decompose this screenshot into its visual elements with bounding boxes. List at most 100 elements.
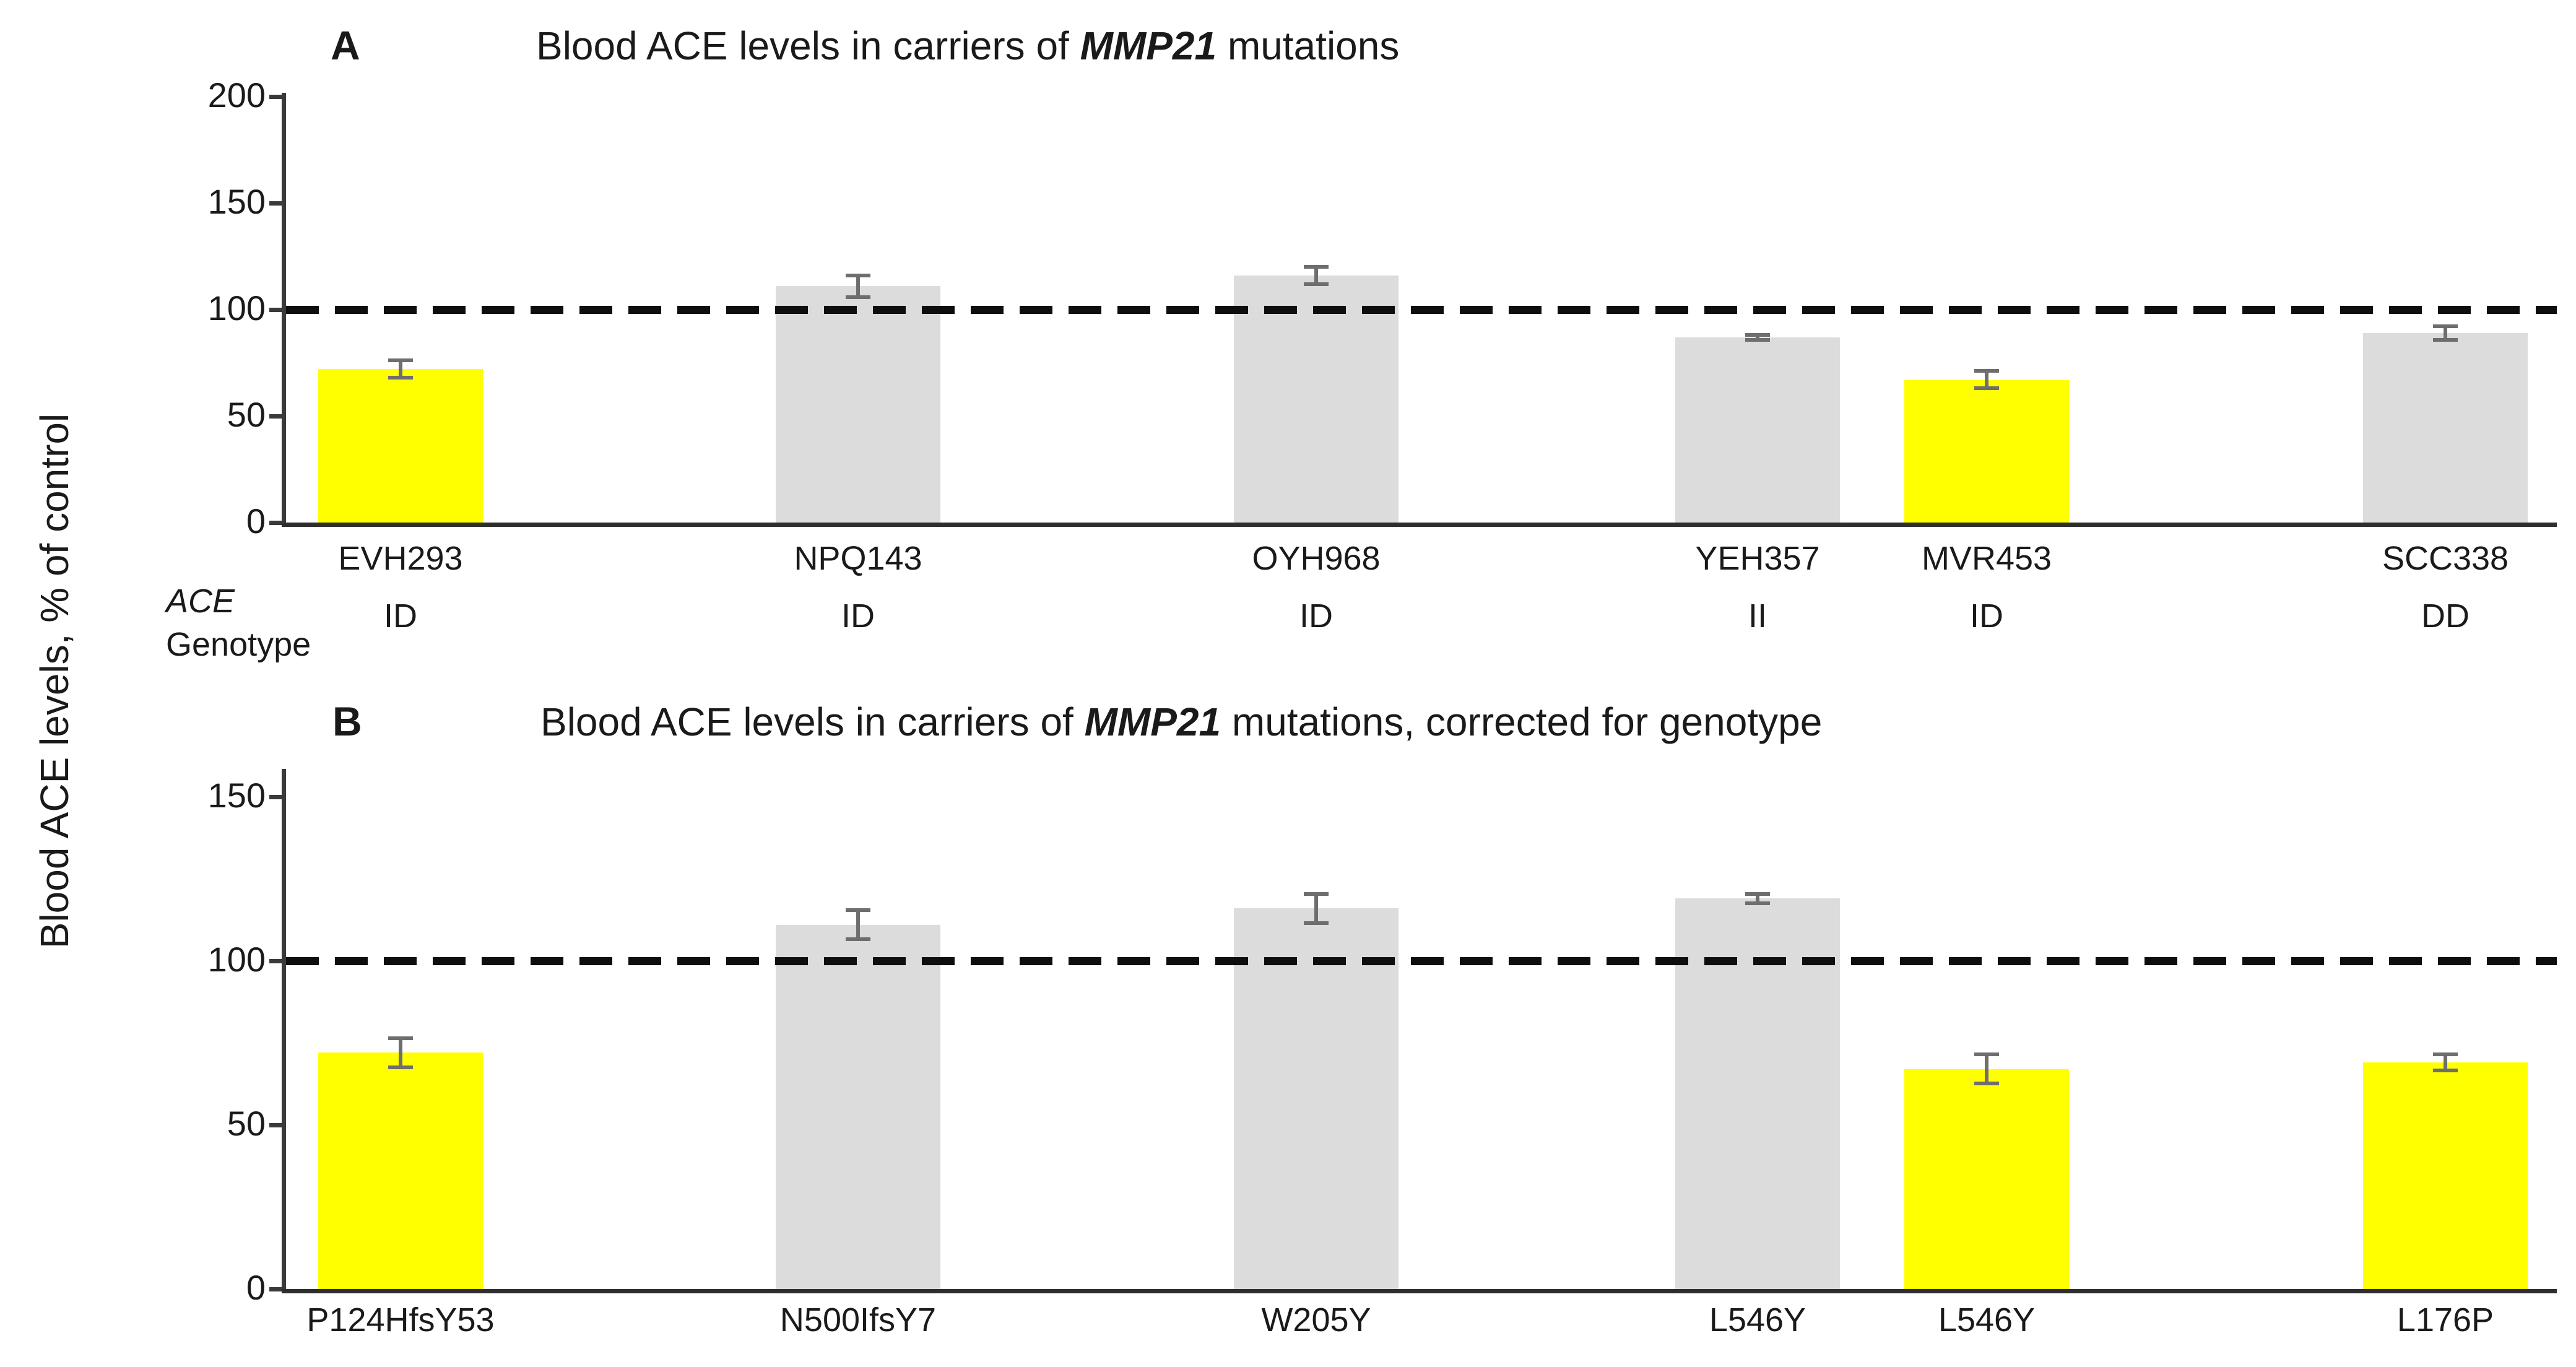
category-label: OYH968 (1252, 540, 1381, 577)
y-tick (269, 308, 282, 312)
error-bar (1745, 333, 1770, 342)
y-tick-label: 0 (246, 501, 266, 540)
error-bar-line (1756, 892, 1759, 905)
error-bar-cap (846, 937, 870, 941)
error-bar-cap (846, 908, 870, 912)
error-bar-cap (388, 1065, 413, 1069)
y-tick (269, 795, 282, 799)
y-tick (269, 95, 282, 99)
error-bar-cap (1304, 892, 1329, 896)
ace-genotype-header-line1: ACE (166, 583, 235, 620)
error-bar-cap (1745, 892, 1770, 896)
panel-B-reference-line (286, 957, 2557, 965)
error-bar (2433, 324, 2458, 342)
error-bar-line (2444, 1052, 2447, 1072)
bar-YEH357 (1675, 337, 1840, 523)
gene-name: MMP21 (1080, 24, 1217, 68)
error-bar-cap (1304, 282, 1329, 286)
error-bar (1974, 1052, 1999, 1085)
panel-a-title: Blood ACE levels in carriers of MMP21 mu… (536, 26, 1399, 66)
y-tick (269, 414, 282, 419)
bar-L546Y (1904, 1069, 2069, 1289)
y-tick-label: 0 (246, 1268, 266, 1307)
y-tick-label: 100 (207, 289, 266, 328)
error-bar-cap (846, 295, 870, 299)
error-bar-cap (1304, 921, 1329, 925)
y-tick (269, 1287, 282, 1291)
panel-a-label: A (331, 22, 360, 68)
error-bar-cap (1974, 1082, 1999, 1085)
panel-a-title-suffix: mutations (1216, 24, 1400, 68)
category-label: EVH293 (338, 540, 463, 577)
gene-name: MMP21 (1084, 700, 1221, 744)
bar-EVH293 (318, 369, 483, 523)
genotype-value: DD (2421, 597, 2470, 635)
y-tick-label: 100 (207, 940, 266, 979)
error-bar-cap (388, 376, 413, 380)
y-tick-label: 50 (227, 1104, 266, 1143)
error-bar-line (399, 1036, 402, 1069)
category-label: P124HfsY53 (306, 1301, 495, 1339)
category-label: NPQ143 (794, 540, 922, 577)
y-tick (269, 1123, 282, 1127)
error-bar (1304, 265, 1329, 286)
error-bar-line (1756, 333, 1759, 342)
error-bar (1304, 892, 1329, 925)
error-bar-cap (2433, 1069, 2458, 1072)
bar-W205Y (1234, 908, 1399, 1289)
error-bar-cap (388, 1036, 413, 1040)
panel-b-label: B (332, 698, 362, 744)
bar-NPQ143 (776, 286, 940, 523)
error-bar-cap (1974, 386, 1999, 390)
category-label: L176P (2396, 1301, 2494, 1339)
category-label: L546Y (1938, 1301, 2036, 1339)
error-bar-line (856, 274, 860, 299)
error-bar (2433, 1052, 2458, 1072)
ace-genotype-header-line2: Genotype (166, 626, 311, 663)
genotype-value: ID (1970, 597, 2003, 635)
ace-genotype-header: ACE Genotype (166, 579, 311, 666)
bar-MVR453 (1904, 380, 2069, 523)
error-bar-cap (1974, 369, 1999, 373)
error-bar-line (2444, 324, 2447, 342)
y-axis-title: Blood ACE levels, % of control (32, 413, 77, 949)
category-label: L546Y (1709, 1301, 1806, 1339)
error-bar-line (1985, 369, 1988, 390)
panel-b-title: Blood ACE levels in carriers of MMP21 mu… (540, 702, 1822, 742)
panel-b-title-prefix: Blood ACE levels in carriers of (540, 700, 1085, 744)
error-bar (388, 358, 413, 380)
error-bar-cap (1304, 265, 1329, 269)
error-bar-cap (2433, 1052, 2458, 1056)
bar-L176P (2363, 1062, 2528, 1289)
error-bar-cap (1745, 901, 1770, 905)
error-bar-line (399, 358, 402, 380)
y-tick-label: 200 (207, 76, 266, 115)
error-bar (846, 908, 870, 941)
panel-A-x-axis-line (282, 523, 2557, 527)
error-bar (1745, 892, 1770, 905)
error-bar-cap (2433, 338, 2458, 342)
error-bar-line (1985, 1052, 1988, 1085)
panel-B-y-axis-line (282, 769, 286, 1293)
category-label: YEH357 (1695, 540, 1820, 577)
genotype-value: ID (841, 597, 875, 635)
category-label: W205Y (1261, 1301, 1371, 1339)
error-bar-line (856, 908, 860, 941)
genotype-value: ID (1299, 597, 1333, 635)
error-bar (388, 1036, 413, 1069)
bar-SCC338 (2363, 333, 2528, 523)
error-bar-cap (846, 274, 870, 277)
error-bar-cap (388, 358, 413, 362)
y-tick-label: 50 (227, 395, 266, 434)
panel-A-reference-line (286, 306, 2557, 314)
panel-b-title-suffix: mutations, corrected for genotype (1221, 700, 1823, 744)
error-bar (846, 274, 870, 299)
bar-N500IfsY7 (776, 925, 940, 1289)
bar-P124HfsY53 (318, 1052, 483, 1289)
error-bar-cap (2433, 324, 2458, 328)
y-tick (269, 521, 282, 525)
error-bar-cap (1974, 1052, 1999, 1056)
genotype-value: ID (384, 597, 417, 635)
error-bar (1974, 369, 1999, 390)
